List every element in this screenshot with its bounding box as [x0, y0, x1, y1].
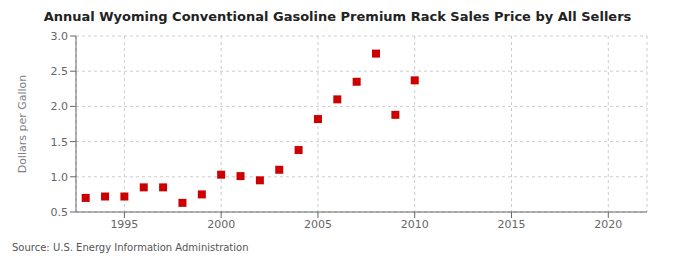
svg-text:2020: 2020 — [594, 218, 622, 231]
svg-text:Dollars per Gallon: Dollars per Gallon — [16, 75, 29, 174]
svg-text:2000: 2000 — [207, 218, 235, 231]
svg-text:1.0: 1.0 — [51, 171, 69, 184]
svg-text:2.0: 2.0 — [51, 100, 69, 113]
svg-text:2.5: 2.5 — [51, 65, 69, 78]
svg-text:1.5: 1.5 — [51, 136, 69, 149]
svg-text:1995: 1995 — [110, 218, 138, 231]
svg-text:2005: 2005 — [304, 218, 332, 231]
svg-text:2015: 2015 — [498, 218, 526, 231]
html-text:Annual Wyoming Conventional Ga: Annual Wyoming Conventional Gasoline Pre… — [43, 9, 632, 24]
html-text:Source: U.S. Energy Informatio: Source: U.S. Energy Information Administ… — [12, 242, 249, 253]
svg-text:2010: 2010 — [401, 218, 429, 231]
svg-text:3.0: 3.0 — [51, 30, 69, 43]
svg-text:0.5: 0.5 — [51, 206, 69, 219]
